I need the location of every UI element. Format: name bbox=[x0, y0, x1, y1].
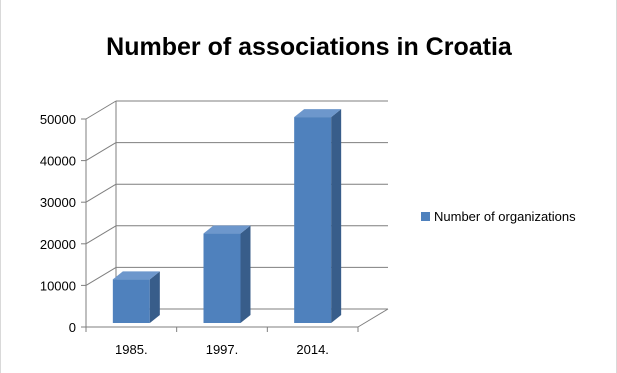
y-tick-label: 10000 bbox=[40, 278, 76, 293]
x-tick-label: 1985. bbox=[115, 342, 148, 357]
y-tick-label: 0 bbox=[69, 320, 76, 335]
chart-title: Number of associations in Croatia bbox=[106, 33, 513, 61]
y-tick-label: 50000 bbox=[40, 112, 76, 127]
gridline-wall bbox=[85, 183, 117, 203]
gridline-wall bbox=[85, 142, 117, 162]
bar-front bbox=[203, 233, 241, 323]
gridline-wall bbox=[85, 100, 117, 120]
y-tick-label: 30000 bbox=[40, 195, 76, 210]
bar-side bbox=[149, 271, 160, 323]
bar bbox=[112, 271, 160, 323]
y-tick-label: 40000 bbox=[40, 154, 76, 169]
gridline-wall bbox=[85, 266, 117, 286]
gridline-wall bbox=[85, 225, 117, 245]
bar-top bbox=[203, 225, 251, 234]
bar-side bbox=[240, 225, 251, 323]
bar bbox=[294, 109, 342, 323]
x-axis-ticks: 1985. 1997. 2014. bbox=[85, 327, 359, 357]
bar-side bbox=[331, 109, 342, 323]
bar bbox=[203, 225, 251, 323]
bar-top bbox=[294, 109, 342, 118]
y-tick-label: 20000 bbox=[40, 237, 76, 252]
gridlines bbox=[85, 100, 388, 286]
y-axis-ticks: 0 10000 20000 30000 40000 50000 bbox=[40, 112, 86, 335]
legend: Number of organizations bbox=[421, 209, 576, 224]
bar-front bbox=[294, 117, 332, 323]
bar-top bbox=[112, 271, 160, 280]
floor-right-line bbox=[357, 308, 389, 328]
x-tick-label: 1997. bbox=[206, 342, 239, 357]
legend-swatch bbox=[421, 212, 430, 221]
axes bbox=[85, 101, 389, 328]
bar-front bbox=[112, 279, 150, 323]
x-tick-label: 2014. bbox=[296, 342, 329, 357]
bars bbox=[112, 109, 342, 323]
legend-label: Number of organizations bbox=[434, 209, 576, 224]
